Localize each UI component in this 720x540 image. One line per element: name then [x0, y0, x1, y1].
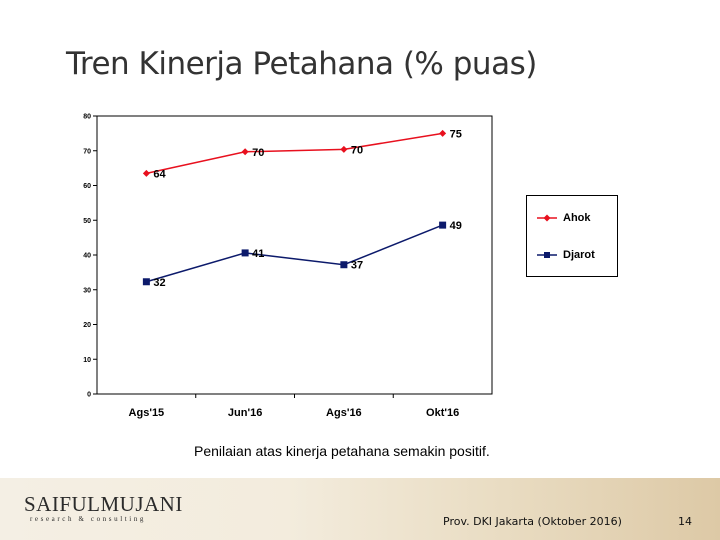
y-tick-label: 40	[83, 253, 91, 260]
data-point	[142, 169, 150, 177]
x-tick-label: Okt'16	[426, 407, 459, 419]
series-line-ahok	[146, 132, 443, 175]
y-tick-label: 30	[83, 287, 91, 294]
plot-area-border	[96, 115, 493, 395]
legend-label-djarot: Djarot	[563, 249, 595, 261]
footer-source: Prov. DKI Jakarta (Oktober 2016)	[443, 515, 622, 528]
series-ahok: 64 70 70 75	[142, 128, 462, 180]
data-point	[241, 148, 249, 156]
y-tick-label: 0	[87, 392, 91, 399]
series-djarot: 32 41 37 49	[142, 220, 462, 289]
data-label: 70	[351, 144, 363, 156]
x-tick-label: Ags'16	[326, 407, 362, 419]
data-label: 75	[450, 128, 462, 140]
data-point	[340, 261, 348, 269]
y-tick-label: 10	[83, 357, 91, 364]
chart-legend: Ahok Djarot	[526, 195, 618, 277]
data-point	[241, 249, 249, 257]
data-point	[439, 129, 447, 137]
company-logo: SAIFULMUJANI	[24, 492, 183, 516]
data-label: 32	[153, 277, 165, 289]
data-point	[340, 145, 348, 153]
series-line-djarot	[146, 224, 443, 283]
x-tick-label: Jun'16	[228, 407, 262, 419]
y-tick-label: 50	[83, 218, 91, 225]
y-tick-label: 70	[83, 148, 91, 155]
legend-item-ahok: Ahok	[537, 210, 591, 226]
legend-swatch-djarot	[537, 252, 557, 258]
y-axis: 0 10 20 30 40 50 60 70 80	[83, 114, 97, 399]
legend-label-ahok: Ahok	[563, 212, 591, 224]
data-label: 49	[450, 220, 462, 232]
legend-item-djarot: Djarot	[537, 247, 595, 263]
data-point	[142, 278, 150, 286]
y-tick-label: 60	[83, 183, 91, 190]
data-label: 37	[351, 260, 363, 272]
legend-swatch-ahok	[537, 214, 557, 222]
chart-series: 64 70 70 75 32 41 37 49	[142, 128, 462, 289]
x-axis: Ags'15 Jun'16 Ags'16 Okt'16	[129, 394, 459, 419]
chart-caption: Penilaian atas kinerja petahana semakin …	[194, 443, 490, 459]
y-tick-label: 80	[83, 114, 91, 121]
data-label: 70	[252, 147, 264, 159]
slide-title: Tren Kinerja Petahana (% puas)	[66, 46, 537, 82]
data-label: 41	[252, 248, 264, 260]
company-logo-tagline: research & consulting	[30, 515, 147, 523]
page-number: 14	[678, 515, 692, 528]
y-tick-label: 20	[83, 322, 91, 329]
footer-band	[0, 478, 720, 540]
data-point	[439, 221, 447, 229]
x-tick-label: Ags'15	[129, 407, 165, 419]
data-label: 64	[153, 168, 166, 180]
